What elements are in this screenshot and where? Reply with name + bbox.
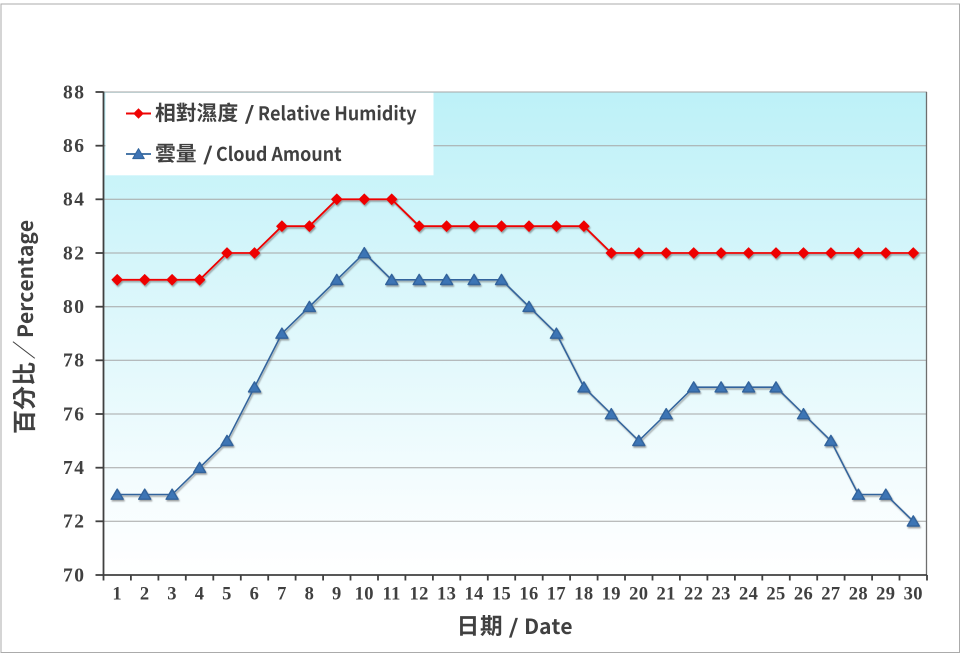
svg-text:25: 25 xyxy=(766,585,785,605)
svg-text:10: 10 xyxy=(355,585,374,605)
svg-text:16: 16 xyxy=(519,585,538,605)
svg-text:18: 18 xyxy=(574,585,593,605)
svg-text:74: 74 xyxy=(63,458,86,479)
svg-text:14: 14 xyxy=(464,585,483,605)
svg-text:11: 11 xyxy=(383,585,401,605)
svg-text:24: 24 xyxy=(739,585,758,605)
svg-text:82: 82 xyxy=(63,243,86,264)
svg-text:23: 23 xyxy=(711,585,730,605)
svg-text:12: 12 xyxy=(410,585,429,605)
svg-text:21: 21 xyxy=(657,585,676,605)
svg-text:3: 3 xyxy=(167,585,177,605)
svg-text:13: 13 xyxy=(437,585,456,605)
svg-text:84: 84 xyxy=(63,190,86,211)
svg-text:7: 7 xyxy=(277,585,287,605)
svg-text:17: 17 xyxy=(547,585,566,605)
svg-text:19: 19 xyxy=(602,585,621,605)
svg-text:30: 30 xyxy=(904,585,923,605)
svg-text:70: 70 xyxy=(63,565,86,586)
svg-text:88: 88 xyxy=(63,82,86,103)
svg-text:5: 5 xyxy=(222,585,232,605)
svg-text:72: 72 xyxy=(63,512,86,533)
svg-text:4: 4 xyxy=(195,585,205,605)
svg-text:80: 80 xyxy=(63,297,86,318)
svg-text:78: 78 xyxy=(63,351,86,372)
svg-text:2: 2 xyxy=(140,585,150,605)
svg-text:28: 28 xyxy=(849,585,868,605)
svg-text:15: 15 xyxy=(492,585,511,605)
svg-text:27: 27 xyxy=(821,585,840,605)
svg-text:20: 20 xyxy=(629,585,648,605)
svg-text:22: 22 xyxy=(684,585,703,605)
svg-text:29: 29 xyxy=(876,585,895,605)
svg-text:6: 6 xyxy=(250,585,260,605)
svg-text:26: 26 xyxy=(794,585,813,605)
svg-text:8: 8 xyxy=(305,585,315,605)
svg-text:76: 76 xyxy=(63,404,86,425)
svg-text:86: 86 xyxy=(63,136,86,157)
svg-text:1: 1 xyxy=(112,585,122,605)
svg-text:9: 9 xyxy=(332,585,342,605)
